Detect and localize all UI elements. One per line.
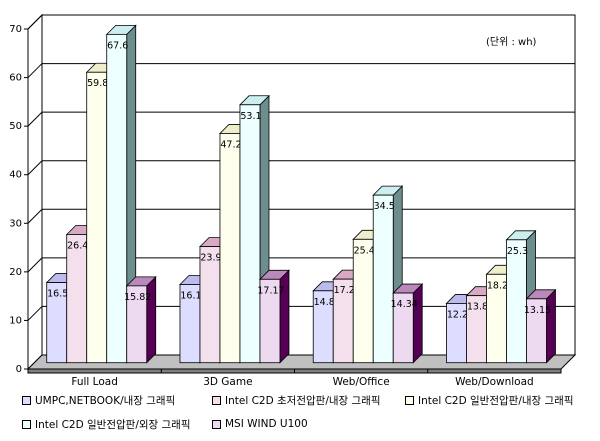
y-tick-label: 20 [9,267,22,278]
data-label: 16.5 [47,289,68,300]
bar [199,246,221,364]
data-label: 12.2 [447,309,468,320]
legend-swatch-c2d-std-integrated [405,395,414,405]
legend-swatch-umpc [22,395,31,405]
bar [106,33,128,364]
data-label: 13.8 [467,302,488,313]
x-tick-label: Web/Download [455,376,534,388]
data-label: 34.5 [374,201,395,212]
data-label: 25.4 [354,245,375,256]
x-tick-label: 3D Game [203,376,252,388]
bar-side [546,288,556,364]
legend-label-umpc: UMPC,NETBOOK/내장 그래픽 [35,394,176,407]
legend: UMPC,NETBOOK/내장 그래픽 Intel C2D 초저전압판/내장 그… [22,388,592,436]
bar [392,292,414,364]
data-label: 14.8 [314,297,335,308]
y-tick-label: 60 [9,73,22,84]
bar [126,285,148,364]
side-wall [27,13,43,371]
x-tick-label: Web/Office [333,376,390,388]
legend-row: Intel C2D 일반전압판/외장 그래픽 MSI WIND U100 [22,412,592,436]
legend-item-c2d-std-discrete: Intel C2D 일반전압판/외장 그래픽 [22,417,212,432]
legend-label-c2d-std-integrated: Intel C2D 일반전압판/내장 그래픽 [418,394,574,407]
data-label: 53.1 [240,111,261,122]
bar [352,238,374,364]
legend-label-c2d-ulv: Intel C2D 초저전압판/내장 그래픽 [225,394,381,407]
data-label: 26.4 [67,240,88,251]
data-label: 23.9 [200,253,221,264]
data-label: 25.3 [507,246,528,257]
data-label: 17.17 [257,285,284,296]
data-label: 15.82 [124,292,151,303]
legend-swatch-c2d-std-discrete [22,419,31,429]
bar-side [146,275,157,364]
bar [239,104,261,364]
gridline-side [27,257,43,273]
bar [506,239,527,364]
data-label: 17.2 [334,285,355,296]
y-tick-label: 10 [9,315,22,326]
gridline-side [27,306,43,321]
bar [526,298,547,364]
data-label: 16.1 [180,291,201,302]
gridline-side [27,111,43,127]
data-label: 14.34 [391,299,418,310]
y-tick-label: 0 [16,364,22,375]
data-label: 18.2 [487,280,508,291]
y-tick-label: 30 [9,218,22,229]
bar [372,194,394,364]
bar-side [279,269,290,364]
legend-label-msi-wind: MSI WIND U100 [225,418,308,430]
legend-item-msi-wind: MSI WIND U100 [212,418,308,430]
gridline-side [27,208,43,224]
legend-item-c2d-std-integrated: Intel C2D 일반전압판/내장 그래픽 [405,393,574,408]
legend-label-c2d-std-discrete: Intel C2D 일반전압판/외장 그래픽 [35,418,191,431]
data-label: 47.2 [220,139,241,150]
legend-swatch-c2d-ulv [212,395,221,405]
legend-item-umpc: UMPC,NETBOOK/내장 그래픽 [22,393,212,408]
x-tick-label: Full Load [71,376,117,388]
gridline-side [27,14,43,30]
legend-item-c2d-ulv: Intel C2D 초저전압판/내장 그래픽 [212,393,405,408]
gridline-side [27,160,43,176]
unit-note: (단위 : wh) [486,37,537,48]
y-tick-label: 40 [9,170,22,181]
bar-side [412,283,423,364]
gridline-side [27,63,43,78]
bar [86,71,108,364]
bar [66,234,88,364]
bar [219,133,241,364]
data-label: 67.6 [107,40,128,51]
y-tick-label: 70 [9,24,22,35]
data-label: 59.8 [87,78,108,89]
data-label: 13.15 [524,305,551,316]
bar [259,278,281,364]
legend-swatch-msi-wind [212,419,221,429]
y-tick-label: 50 [9,121,22,132]
legend-row: UMPC,NETBOOK/내장 그래픽 Intel C2D 초저전압판/내장 그… [22,388,592,412]
